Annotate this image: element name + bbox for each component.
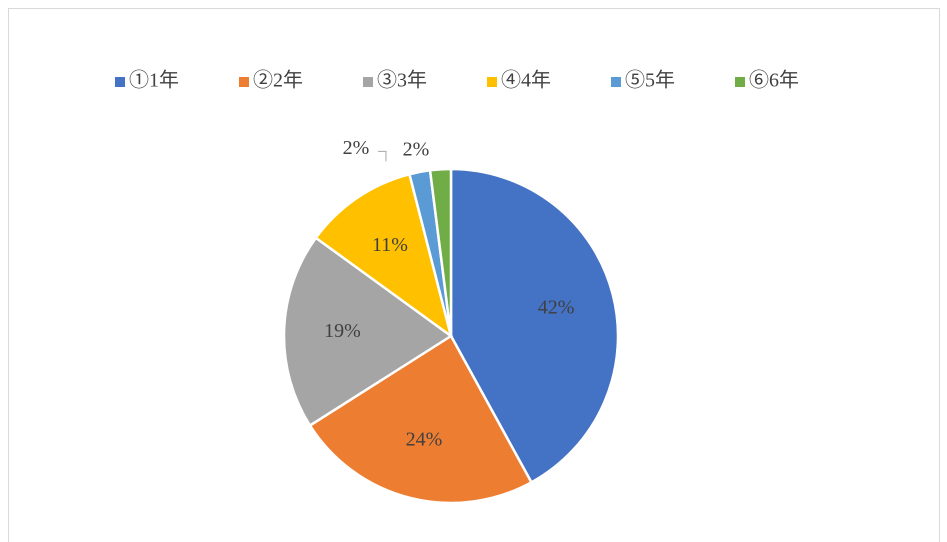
leader-line: [377, 150, 387, 162]
legend-label: ③3年: [377, 69, 427, 92]
legend-label: ⑥6年: [749, 69, 799, 92]
pie-slice: [314, 172, 454, 340]
legend-label: ②2年: [253, 69, 303, 92]
pie-slice: [449, 167, 620, 485]
legend-swatch: [487, 77, 497, 87]
legend-label: ⑤5年: [625, 69, 675, 92]
legend-swatch: [363, 77, 373, 87]
data-label: 24%: [406, 429, 443, 451]
pie-slice: [308, 334, 534, 505]
legend-swatch: [115, 77, 125, 87]
data-label: 11%: [372, 234, 408, 256]
data-label: 42%: [538, 297, 575, 319]
data-label: 2%: [403, 139, 430, 161]
pie-slice: [428, 167, 453, 337]
pie-slice: [282, 236, 454, 428]
legend-swatch: [239, 77, 249, 87]
legend-label: ①1年: [129, 69, 179, 92]
legend-label: ④4年: [501, 69, 551, 92]
data-label: 2%: [343, 137, 370, 159]
data-label: 19%: [324, 320, 361, 342]
legend-swatch: [735, 77, 745, 87]
legend-swatch: [611, 77, 621, 87]
